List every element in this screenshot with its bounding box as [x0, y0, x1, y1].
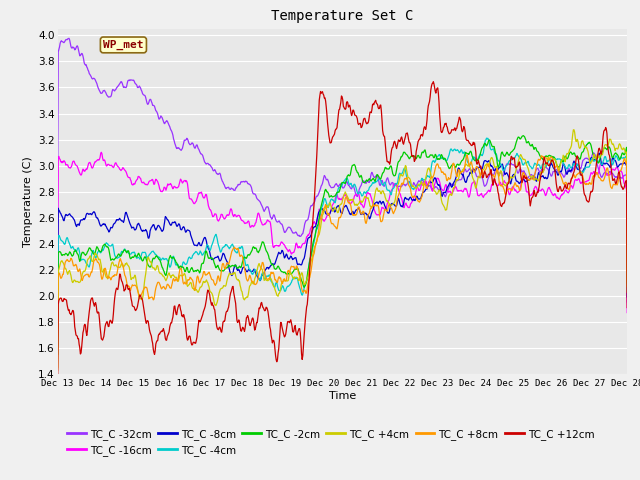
TC_C +8cm	[297, 280, 305, 286]
TC_C +8cm	[546, 156, 554, 161]
TC_C -32cm	[298, 232, 305, 238]
TC_C -32cm	[116, 80, 124, 85]
TC_C +4cm	[570, 127, 578, 132]
X-axis label: Time: Time	[329, 391, 356, 401]
TC_C -4cm	[116, 254, 124, 260]
TC_C -16cm	[460, 187, 468, 193]
TC_C -16cm	[623, 310, 631, 315]
Y-axis label: Temperature (C): Temperature (C)	[22, 156, 33, 247]
Line: TC_C -4cm: TC_C -4cm	[58, 138, 627, 345]
TC_C -32cm	[460, 169, 468, 175]
TC_C +4cm	[54, 365, 61, 371]
TC_C +12cm	[546, 161, 554, 167]
Line: TC_C +8cm: TC_C +8cm	[58, 155, 627, 370]
TC_C -2cm	[202, 248, 210, 254]
TC_C -32cm	[483, 179, 491, 185]
TC_C +12cm	[202, 300, 210, 305]
Legend: TC_C -32cm, TC_C -16cm, TC_C -8cm, TC_C -4cm, TC_C -2cm, TC_C +4cm, TC_C +8cm, T: TC_C -32cm, TC_C -16cm, TC_C -8cm, TC_C …	[63, 424, 598, 460]
TC_C +12cm	[54, 387, 61, 393]
TC_C -2cm	[520, 133, 527, 139]
TC_C -16cm	[203, 192, 211, 198]
TC_C -16cm	[116, 167, 124, 173]
TC_C -16cm	[483, 190, 491, 195]
TC_C +4cm	[460, 167, 467, 172]
Line: TC_C +4cm: TC_C +4cm	[58, 130, 627, 368]
TC_C +8cm	[623, 289, 631, 295]
TC_C -2cm	[483, 143, 490, 149]
TC_C -2cm	[297, 276, 305, 282]
TC_C +8cm	[54, 367, 61, 373]
TC_C -32cm	[54, 218, 61, 224]
TC_C +12cm	[116, 271, 124, 277]
TC_C +12cm	[429, 79, 437, 84]
TC_C -4cm	[297, 289, 305, 295]
TC_C -4cm	[546, 156, 554, 162]
TC_C -8cm	[483, 158, 490, 164]
TC_C -8cm	[297, 262, 305, 268]
TC_C -4cm	[483, 135, 490, 141]
TC_C +8cm	[460, 169, 467, 175]
TC_C -8cm	[595, 150, 603, 156]
TC_C -32cm	[546, 171, 554, 177]
TC_C -2cm	[623, 280, 631, 286]
TC_C +8cm	[483, 162, 491, 168]
TC_C +4cm	[623, 284, 631, 289]
TC_C -16cm	[298, 243, 305, 249]
TC_C +4cm	[116, 264, 124, 270]
Line: TC_C -2cm: TC_C -2cm	[58, 136, 627, 354]
TC_C -2cm	[54, 351, 61, 357]
TC_C -32cm	[623, 299, 631, 305]
TC_C -8cm	[54, 322, 61, 327]
Text: WP_met: WP_met	[103, 40, 143, 50]
TC_C +4cm	[545, 156, 553, 161]
TC_C -16cm	[97, 149, 105, 155]
TC_C -4cm	[483, 136, 491, 142]
TC_C -4cm	[54, 342, 61, 348]
Title: Temperature Set C: Temperature Set C	[271, 10, 413, 24]
TC_C +12cm	[297, 339, 305, 345]
TC_C -16cm	[54, 288, 61, 293]
Line: TC_C -16cm: TC_C -16cm	[58, 152, 627, 312]
TC_C -8cm	[545, 167, 553, 172]
TC_C -16cm	[546, 186, 554, 192]
Line: TC_C -8cm: TC_C -8cm	[58, 153, 627, 324]
TC_C +12cm	[623, 305, 631, 311]
TC_C -8cm	[202, 237, 210, 242]
TC_C -32cm	[65, 36, 73, 41]
TC_C +12cm	[483, 174, 491, 180]
TC_C +8cm	[202, 272, 210, 278]
TC_C -2cm	[546, 153, 554, 158]
TC_C -4cm	[202, 246, 210, 252]
TC_C +8cm	[116, 257, 124, 263]
TC_C -4cm	[460, 151, 467, 156]
TC_C -2cm	[116, 252, 124, 258]
TC_C +4cm	[297, 272, 305, 277]
TC_C -8cm	[116, 216, 124, 221]
TC_C -4cm	[623, 288, 631, 294]
TC_C -8cm	[460, 171, 467, 177]
TC_C +4cm	[483, 161, 490, 167]
TC_C +12cm	[460, 124, 468, 130]
TC_C +8cm	[463, 152, 471, 158]
TC_C -2cm	[460, 156, 467, 162]
TC_C -32cm	[203, 161, 211, 167]
TC_C +4cm	[202, 278, 210, 284]
Line: TC_C +12cm: TC_C +12cm	[58, 82, 627, 390]
TC_C -8cm	[623, 294, 631, 300]
Line: TC_C -32cm: TC_C -32cm	[58, 38, 627, 302]
